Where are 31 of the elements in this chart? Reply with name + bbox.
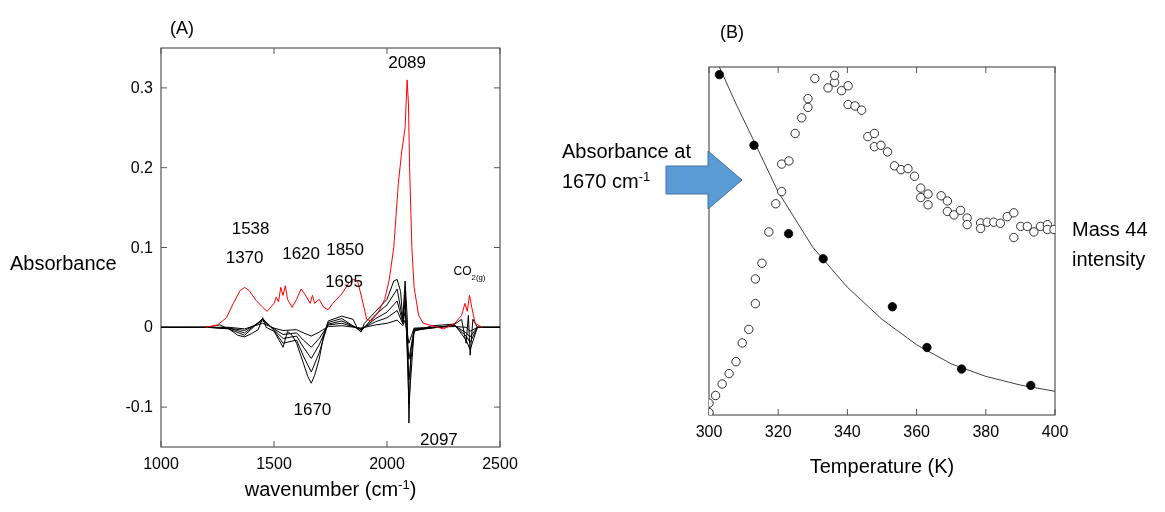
- y2-axis-title: Mass 44 intensity: [1072, 218, 1148, 270]
- y-tick-label: 0.3: [130, 78, 154, 96]
- y-axis-title: Absorbance: [10, 252, 117, 274]
- x-tick-label: 2000: [369, 455, 405, 472]
- annotation: 1850: [326, 240, 365, 260]
- annotation: 1695: [325, 272, 363, 292]
- x-tick-label: 340: [834, 423, 861, 440]
- x-tick-label: 1500: [256, 455, 292, 472]
- x-axis-title: Temperature (K): [809, 455, 955, 477]
- y-tick-label: -0.1: [125, 398, 154, 416]
- chart-title: (B): [720, 22, 744, 42]
- x-tick-label: 380: [972, 423, 1000, 440]
- x-tick-label: 2500: [482, 455, 518, 472]
- annotation: 1620: [282, 244, 321, 263]
- x-tick-label: 300: [695, 423, 723, 440]
- x-tick-label: 360: [903, 423, 931, 440]
- chart-title: (A): [170, 18, 194, 38]
- annotation: 1538: [231, 218, 270, 238]
- x-tick-label: 1000: [143, 455, 179, 472]
- x-axis-title: wavenumber (cm$^{-1}$): [243, 476, 417, 500]
- x-tick-label: 400: [1041, 423, 1069, 440]
- annotation: 2089: [388, 52, 427, 72]
- x-tick-label: 320: [764, 423, 792, 440]
- y-tick-label: 0: [144, 318, 154, 336]
- y-tick-label: 0.2: [130, 158, 154, 176]
- y-axis-title: Absorbance at 1670 cm$^{-1}$: [562, 140, 692, 192]
- y-tick-label: 0.1: [130, 238, 154, 256]
- annotation: CO$_{2(g)}$: [453, 264, 486, 282]
- annotation: 2097: [420, 430, 458, 450]
- annotation: 1670: [293, 400, 332, 420]
- annotation: 1370: [225, 248, 264, 268]
